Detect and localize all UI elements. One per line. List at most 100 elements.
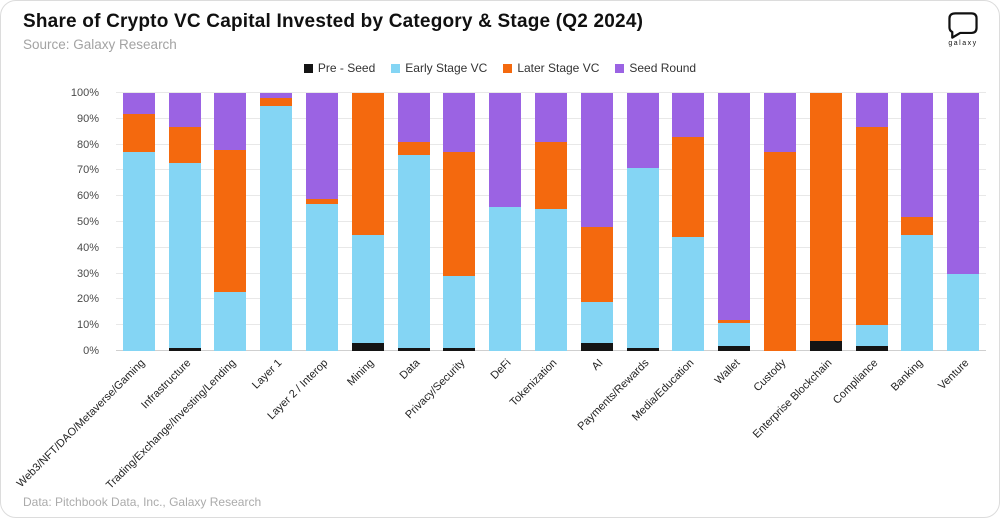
bar-payments-rewards bbox=[626, 93, 659, 351]
galaxy-logo: galaxy bbox=[941, 11, 985, 47]
segment-later bbox=[535, 142, 567, 210]
segment-pre_seed bbox=[351, 343, 384, 351]
segment-later bbox=[901, 216, 934, 235]
segment-seed bbox=[947, 93, 980, 274]
segment-seed bbox=[489, 93, 522, 207]
segment-early bbox=[260, 105, 293, 351]
segment-early bbox=[489, 206, 522, 351]
x-axis-label: Enterprise Blockchain bbox=[750, 357, 835, 441]
y-tick-label: 40% bbox=[76, 241, 99, 254]
segment-early bbox=[351, 234, 384, 344]
x-axis-label: Venture bbox=[936, 357, 972, 393]
bar-trading-exchange-investing-lending bbox=[214, 93, 247, 351]
x-axis-label: Wallet bbox=[712, 357, 743, 387]
gridline bbox=[116, 92, 986, 93]
x-axis-label: Banking bbox=[889, 357, 926, 394]
x-axis-labels: Web3/NFT/DAO/Metaverse/Gaming Infrastruct… bbox=[1, 357, 999, 507]
legend-item: Seed Round bbox=[615, 61, 696, 75]
x-axis-label: Layer 1 bbox=[250, 357, 285, 392]
segment-early bbox=[122, 152, 155, 351]
segment-pre_seed bbox=[718, 345, 751, 351]
bar-ai bbox=[580, 93, 613, 351]
segment-seed bbox=[122, 93, 155, 114]
segment-early bbox=[626, 167, 659, 349]
segment-early bbox=[718, 322, 751, 346]
segment-early bbox=[306, 203, 339, 351]
galaxy-logo-text: galaxy bbox=[948, 40, 978, 47]
legend-swatch bbox=[303, 63, 313, 73]
segment-later bbox=[122, 113, 155, 153]
bar-privacy-security bbox=[443, 93, 476, 351]
bar-venture bbox=[947, 93, 980, 351]
bar-wallet bbox=[718, 93, 751, 351]
x-axis-label: Layer 2 / Interop bbox=[265, 357, 331, 423]
x-axis-label: Trading/Exchange/Investing/Lending bbox=[104, 357, 239, 492]
segment-seed bbox=[397, 93, 430, 143]
legend-label: Later Stage VC bbox=[517, 61, 600, 75]
segment-early bbox=[168, 162, 201, 349]
bar-web3-nft-dao-metaverse-gaming bbox=[122, 93, 155, 351]
segment-seed bbox=[443, 93, 476, 153]
legend-label: Early Stage VC bbox=[405, 61, 488, 75]
segment-early bbox=[901, 234, 934, 351]
segment-seed bbox=[260, 93, 293, 99]
x-axis-label: Compliance bbox=[830, 357, 881, 407]
plot-area bbox=[116, 92, 986, 351]
y-axis-labels: 0% 10% 20% 30% 40% 50% 60% 70% 80% 90% 100% bbox=[1, 87, 107, 357]
segment-later bbox=[306, 198, 339, 204]
segment-later bbox=[763, 152, 796, 351]
segment-later bbox=[214, 149, 247, 292]
segment-pre_seed bbox=[855, 345, 888, 351]
legend-swatch bbox=[391, 63, 401, 73]
bar-defi bbox=[489, 93, 522, 351]
bar-infrastructure bbox=[168, 93, 201, 351]
x-axis-label: Infrastructure bbox=[138, 357, 194, 412]
segment-seed bbox=[763, 93, 796, 153]
segment-later bbox=[260, 98, 293, 106]
segment-pre_seed bbox=[168, 348, 201, 351]
segment-early bbox=[214, 291, 247, 351]
y-tick-label: 90% bbox=[76, 112, 99, 125]
segment-seed bbox=[214, 93, 247, 150]
y-tick-label: 100% bbox=[70, 87, 99, 99]
segment-early bbox=[580, 302, 613, 344]
x-axis-label: DeFi bbox=[488, 357, 514, 382]
legend-swatch bbox=[503, 63, 513, 73]
x-axis-label: Privacy/Security bbox=[403, 357, 468, 422]
y-tick-label: 80% bbox=[76, 138, 99, 151]
segment-later bbox=[580, 227, 613, 302]
legend-swatch bbox=[615, 63, 625, 73]
segment-later bbox=[443, 152, 476, 277]
x-axis-label: AI bbox=[589, 357, 606, 373]
bar-compliance bbox=[855, 93, 888, 351]
segment-seed bbox=[306, 93, 339, 199]
bar-media-education bbox=[672, 93, 705, 351]
x-axis-label: Data bbox=[397, 357, 423, 382]
x-axis-label: Web3/NFT/DAO/Metaverse/Gaming bbox=[14, 357, 148, 490]
source-caption: Source: Galaxy Research bbox=[23, 37, 177, 52]
segment-early bbox=[535, 209, 567, 351]
y-tick-label: 60% bbox=[76, 190, 99, 203]
segment-early bbox=[855, 325, 888, 346]
x-axis-label: Media/Education bbox=[630, 357, 697, 424]
bar-data bbox=[397, 93, 430, 351]
y-tick-label: 20% bbox=[76, 293, 99, 306]
segment-later bbox=[672, 136, 705, 238]
legend-label: Pre - Seed bbox=[317, 61, 376, 75]
data-attribution: Data: Pitchbook Data, Inc., Galaxy Resea… bbox=[23, 495, 262, 509]
page-title: Share of Crypto VC Capital Invested by C… bbox=[23, 11, 644, 32]
y-tick-label: 10% bbox=[76, 319, 99, 332]
segment-later bbox=[809, 93, 842, 341]
bar-enterprise-blockchain bbox=[809, 93, 842, 351]
bar-custody bbox=[763, 93, 796, 351]
chart-legend: Pre - Seed Early Stage VC Later Stage VC Se… bbox=[1, 61, 999, 75]
segment-seed bbox=[718, 93, 751, 321]
segment-early bbox=[947, 273, 980, 351]
segment-early bbox=[672, 237, 705, 351]
bar-layer-2-interop bbox=[306, 93, 339, 351]
segment-seed bbox=[626, 93, 659, 168]
segment-later bbox=[718, 320, 751, 323]
bar-mining bbox=[351, 93, 384, 351]
segment-later bbox=[397, 142, 430, 155]
